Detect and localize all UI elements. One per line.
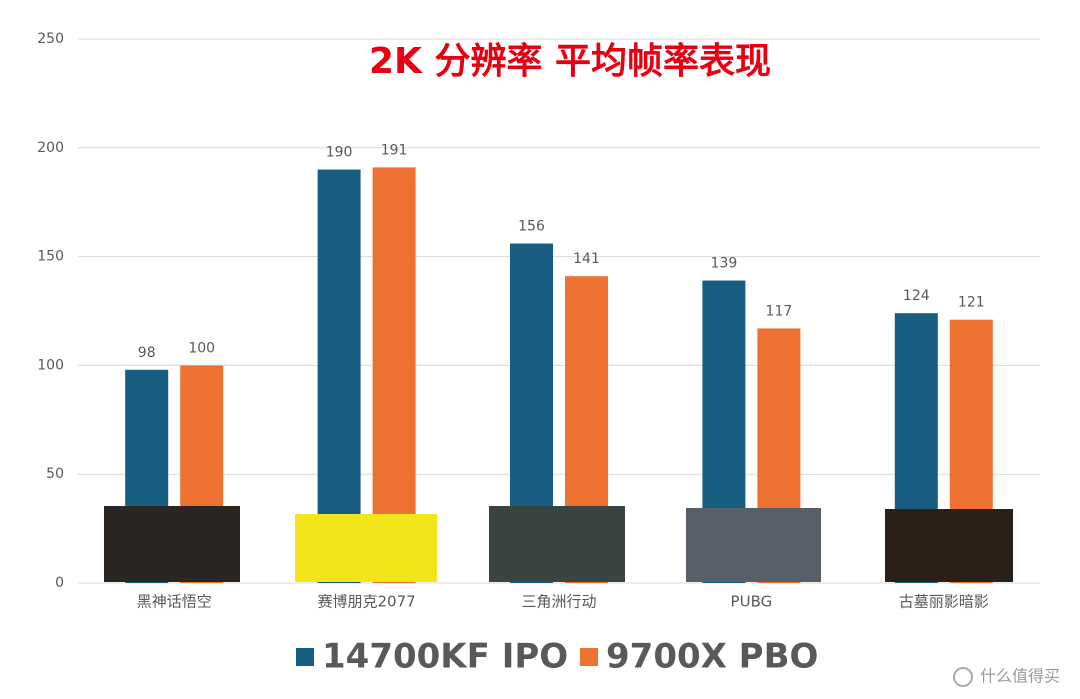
y-tick-label: 100: [37, 357, 64, 373]
game-image: [885, 509, 1013, 582]
legend-label: 14700KF IPO: [322, 637, 568, 677]
value-label: 117: [766, 303, 793, 319]
watermark: 什么值得买: [980, 667, 1060, 686]
game-image: [489, 506, 625, 582]
game-image: [104, 506, 240, 582]
x-tick-label: 黑神话悟空: [137, 593, 212, 611]
legend-swatch: [580, 648, 598, 666]
chart-title: 2K 分辨率 平均帧率表现: [369, 41, 771, 82]
value-label: 124: [903, 288, 930, 304]
y-tick-label: 250: [37, 31, 64, 47]
y-tick-label: 200: [37, 140, 64, 156]
value-label: 156: [518, 219, 545, 235]
value-label: 191: [381, 142, 408, 158]
value-label: 190: [326, 145, 353, 161]
y-tick-label: 0: [55, 575, 64, 591]
value-label: 121: [958, 295, 985, 311]
game-images: [104, 506, 1013, 582]
bar: [372, 167, 416, 583]
x-tick-label: 古墓丽影暗影: [899, 593, 989, 611]
y-tick-label: 150: [37, 249, 64, 265]
y-tick-label: 50: [46, 466, 64, 482]
x-tick-label: PUBG: [731, 593, 773, 611]
x-tick-label: 三角洲行动: [521, 593, 596, 611]
x-tick-label: 赛博朋克2077: [318, 593, 416, 611]
legend-label: 9700X PBO: [606, 637, 818, 677]
game-image: [686, 508, 821, 582]
value-label: 141: [573, 251, 600, 267]
value-label: 100: [188, 340, 215, 356]
watermark-icon: [953, 667, 973, 687]
value-label: 139: [711, 256, 738, 272]
legend-swatch: [296, 648, 314, 666]
game-image: [295, 514, 437, 582]
value-label: 98: [138, 345, 156, 361]
